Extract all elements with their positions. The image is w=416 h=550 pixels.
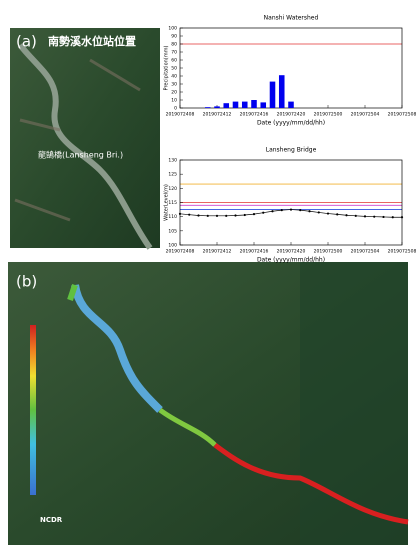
y-tick-label: 120 (168, 186, 177, 192)
x-tick-label: 2019072412 (203, 112, 232, 118)
bar (214, 106, 220, 108)
data-point (262, 211, 265, 214)
data-point (197, 214, 200, 217)
y-tick-label: 80 (171, 42, 177, 48)
data-point (206, 214, 209, 217)
data-point (225, 214, 228, 217)
panel-label: (b) (16, 273, 37, 291)
bar (260, 102, 267, 108)
panel-label: (a) (16, 33, 37, 51)
x-tick-label: 2019072508 (388, 249, 416, 255)
bar (232, 101, 239, 108)
y-tick-label: 100 (168, 26, 177, 32)
data-point (299, 209, 302, 212)
station-label: 龍鵠橋(Lansheng Bri.) (38, 150, 123, 160)
data-point (308, 210, 311, 213)
data-point (317, 211, 320, 214)
data-point (289, 208, 293, 211)
y-tick-label: 130 (168, 158, 177, 164)
y-tick-label: 125 (168, 172, 177, 178)
y-tick-label: 40 (171, 74, 177, 80)
bar (288, 101, 294, 108)
y-tick-label: 30 (171, 82, 177, 88)
river-b (158, 407, 217, 447)
data-point (391, 216, 394, 219)
data-point (373, 215, 376, 218)
data-point (382, 215, 385, 219)
y-tick-label: 10 (171, 98, 177, 104)
x-axis-label: Date (yyyy/mm/dd/hh) (257, 257, 325, 264)
river-b (67, 284, 78, 301)
forest (300, 262, 408, 545)
x-tick-label: 2019072408 (166, 112, 195, 118)
data-point (234, 214, 237, 217)
y-tick-label: 70 (171, 50, 177, 56)
bar (241, 101, 248, 108)
chart-title: Lansheng Bridge (266, 147, 317, 154)
x-axis-label: Date (yyyy/mm/dd/hh) (257, 120, 325, 127)
bar (204, 107, 211, 108)
data-point (400, 216, 404, 219)
data-point (345, 214, 348, 217)
y-tick-label: 0 (174, 106, 177, 112)
y-axis-label: Precipitation(mm) (164, 46, 170, 91)
x-tick-label: 2019072500 (314, 112, 343, 118)
river-b (71, 284, 163, 413)
x-tick-label: 2019072416 (240, 249, 269, 255)
x-tick-label: 2019072508 (388, 112, 416, 118)
data-point (188, 213, 191, 216)
data-point (326, 212, 330, 215)
data-point (336, 213, 339, 216)
data-point (363, 215, 367, 218)
y-tick-label: 100 (168, 243, 177, 249)
data-point (178, 212, 182, 215)
bar (223, 103, 230, 108)
y-axis-label: WaterLevel(m) (164, 184, 170, 221)
x-tick-label: 2019072412 (203, 249, 232, 255)
y-tick-label: 60 (171, 58, 177, 64)
y-tick-label: 50 (171, 66, 177, 72)
settlement (14, 58, 141, 222)
chart-title: Nanshi Watershed (264, 15, 319, 22)
data-point (252, 213, 256, 216)
data-point (215, 214, 219, 217)
x-tick-label: 2019072408 (166, 249, 195, 255)
x-tick-label: 2019072420 (277, 112, 306, 118)
y-tick-label: 20 (171, 90, 177, 96)
river-a (17, 43, 153, 250)
river-b (213, 442, 409, 525)
x-tick-label: 2019072504 (351, 249, 380, 255)
chart-bg (162, 140, 410, 262)
data-point (280, 209, 283, 212)
data-point (243, 213, 246, 217)
panel-title: 南勢溪水位站位置 (48, 34, 136, 48)
x-tick-label: 2019072500 (314, 249, 343, 255)
colorbar (30, 325, 36, 495)
data-point (271, 210, 274, 213)
y-tick-label: 90 (171, 34, 177, 40)
x-tick-label: 2019072504 (351, 112, 380, 118)
x-tick-label: 2019072420 (277, 249, 306, 255)
x-tick-label: 2019072416 (240, 112, 269, 118)
plot-frame (179, 159, 403, 246)
y-tick-label: 110 (168, 214, 177, 220)
data-point (354, 214, 357, 217)
logo: NCDR (40, 516, 63, 524)
y-tick-label: 115 (168, 200, 177, 206)
bar (278, 75, 285, 108)
y-tick-label: 105 (168, 228, 177, 234)
bar (269, 81, 276, 108)
bar (251, 100, 257, 108)
